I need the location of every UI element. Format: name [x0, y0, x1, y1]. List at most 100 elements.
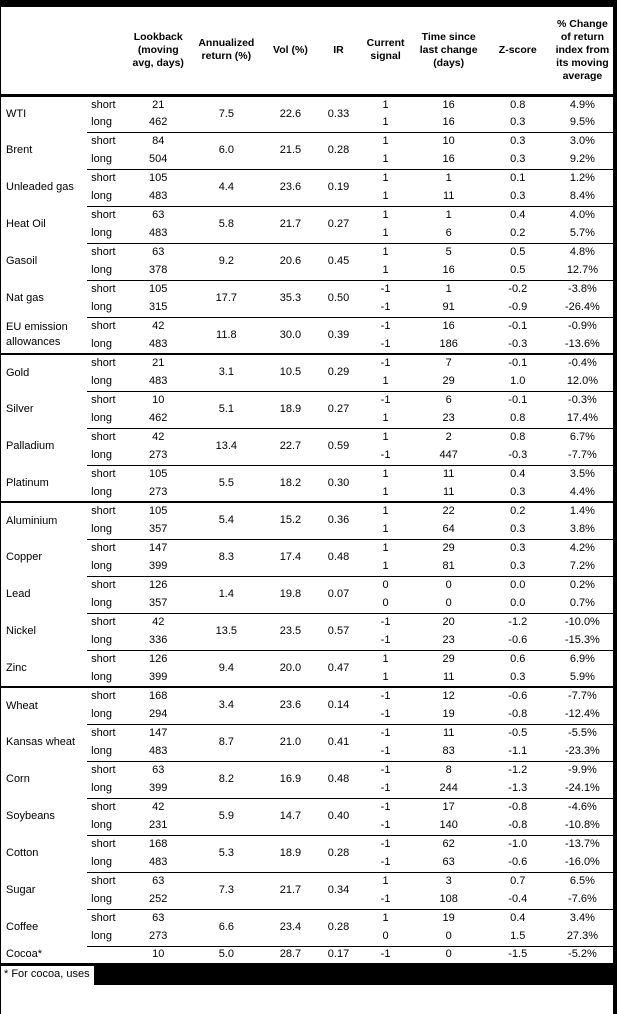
time-since-change-value: 22 [413, 501, 484, 521]
signal-value: -1 [380, 708, 391, 720]
annualized-return-value: 6.6 [191, 908, 262, 946]
signal-value: 1 [382, 375, 389, 387]
z-score-value: 0.3 [510, 560, 526, 572]
time-since-change-value: 1 [413, 205, 484, 225]
signal-value: 0 [382, 597, 389, 609]
pct-change-value: -13.6% [564, 337, 600, 350]
commodity-name: Nickel [6, 625, 36, 637]
signal-value: 1 [382, 227, 389, 239]
side-label: long [91, 153, 112, 165]
lookback-value: 504 [149, 153, 168, 165]
commodity-name: EU emission allowances [6, 321, 68, 348]
time-since-change-value: 64 [442, 523, 455, 535]
table-row: long 399 1 11 0.3 5.9% [1, 669, 613, 688]
table-row: WTI short 21 7.5 22.6 0.33 1 16 0.8 4.9% [1, 95, 613, 120]
commodity-name: Wheat [1, 686, 88, 724]
signal-value: -1 [357, 316, 414, 336]
table-row: Heat Oil short 63 5.8 21.7 0.27 1 1 0.4 4.0% [1, 205, 613, 243]
z-score-value: -0.1 [483, 390, 552, 410]
z-score-value: 0.4 [483, 205, 552, 225]
ir-value: 0.48 [319, 760, 358, 798]
side-label: long [91, 819, 112, 831]
z-score-value: -1.5 [483, 945, 552, 965]
ir-value: 0.34 [319, 871, 358, 909]
z-score-value: 1.5 [510, 930, 526, 942]
pct-change-value: -4.6% [551, 797, 613, 817]
annualized-return-value: 8.2 [191, 760, 262, 798]
annualized-return-value: 17.7 [191, 279, 262, 317]
pct-change-value: 9.5% [569, 116, 595, 128]
lookback-value: 168 [125, 686, 192, 706]
lookback-value: 483 [149, 745, 168, 757]
time-since-change-value: 23 [442, 412, 455, 424]
z-score-value: -1.1 [508, 745, 528, 757]
table-row: long 483 -1 63 -0.6 -16.0% [1, 854, 613, 873]
vol-value: 17.4 [261, 538, 320, 576]
side-label: long [91, 523, 112, 535]
lookback-value: 357 [149, 597, 168, 609]
annualized-return-value: 9.2 [191, 242, 262, 280]
ir-value: 0.45 [319, 242, 358, 280]
signal-value: 1 [382, 116, 389, 128]
lookback-value: 231 [149, 819, 168, 831]
table-row: EU emission allowances short 42 11.8 30.0 0.3… [1, 316, 613, 354]
pct-change-value: 8.4% [569, 190, 595, 202]
side-label: long [91, 930, 112, 942]
signal-value: 1 [357, 168, 414, 188]
time-since-change-value: 12 [413, 686, 484, 706]
annualized-return-value: 3.1 [191, 353, 262, 391]
side-label: short [87, 908, 126, 928]
vol-value: 30.0 [261, 316, 320, 354]
time-since-change-value: 11 [442, 485, 455, 498]
lookback-value: 273 [149, 449, 168, 461]
pct-change-value: -0.4% [551, 353, 613, 373]
time-since-change-value: 16 [442, 264, 455, 276]
lookback-value: 105 [125, 168, 192, 188]
vol-value: 21.0 [261, 723, 320, 761]
ir-value: 0.36 [319, 501, 358, 539]
time-since-change-value: 11 [442, 670, 455, 683]
z-score-value: -0.8 [508, 708, 528, 720]
lookback-value: 42 [125, 427, 192, 447]
side-label: short [87, 538, 126, 558]
vol-value: 23.6 [261, 686, 320, 724]
signal-value: -1 [380, 301, 391, 313]
z-score-value: 0.3 [510, 190, 526, 202]
table-row: Corn short 63 8.2 16.9 0.48 -1 8 -1.2 -9.9% [1, 760, 613, 798]
z-score-value: 0.2 [483, 501, 552, 521]
side-label: short [87, 427, 126, 447]
commodity-name: Brent [6, 144, 33, 156]
pct-change-value: -7.7% [551, 686, 613, 706]
side-label: long [91, 708, 112, 720]
lookback-value: 105 [125, 464, 192, 484]
table-row: long 357 1 64 0.3 3.8% [1, 521, 613, 540]
lookback-value: 399 [149, 560, 168, 572]
signal-value: -1 [380, 634, 391, 646]
table-row: Nickel short 42 13.5 23.5 0.57 -1 20 -1.2 -10.0% [1, 612, 613, 650]
pct-change-value: -0.3% [551, 390, 613, 410]
annualized-return-value: 1.4 [191, 575, 262, 613]
header-row: Lookback (moving avg, days) Annualized r… [1, 7, 613, 97]
side-label: long [91, 412, 112, 424]
annualized-return-value: 6.0 [191, 131, 262, 169]
time-since-change-value: 0 [413, 945, 484, 965]
table-header: Lookback (moving avg, days) Annualized r… [1, 7, 613, 97]
col-header-vol: Vol (%) [261, 7, 320, 97]
time-since-change-value: 19 [413, 908, 484, 928]
side-label: long [91, 560, 112, 572]
commodity-name: Cocoa* [6, 948, 43, 960]
ir-value: 0.57 [319, 612, 358, 650]
pct-change-value: 12.0% [566, 375, 599, 387]
time-since-change-value: 2 [413, 427, 484, 447]
annualized-return-value: 7.3 [191, 871, 262, 909]
pct-change-value: 4.0% [551, 205, 613, 225]
ir-value: 0.27 [319, 390, 358, 428]
time-since-change-value: 29 [413, 649, 484, 669]
pct-change-value: -24.1% [564, 782, 600, 794]
lookback-value: 42 [125, 612, 192, 632]
redaction-bar [93, 966, 613, 985]
lookback-value: 483 [149, 190, 168, 202]
lookback-value: 462 [149, 412, 168, 424]
pct-change-value: 3.0% [551, 131, 613, 151]
side-label: short [87, 205, 126, 225]
